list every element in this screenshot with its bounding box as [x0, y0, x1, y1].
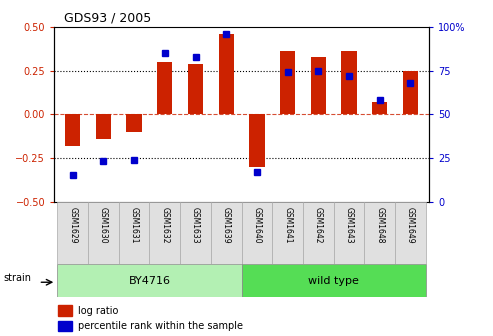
Bar	[180, 202, 211, 264]
Text: GSM1639: GSM1639	[222, 207, 231, 243]
Text: GSM1643: GSM1643	[345, 207, 353, 243]
Bar	[334, 202, 364, 264]
Text: GDS93 / 2005: GDS93 / 2005	[64, 12, 151, 25]
Text: GSM1631: GSM1631	[130, 207, 139, 243]
Bar	[403, 71, 418, 114]
Bar	[218, 34, 234, 114]
Bar	[303, 202, 334, 264]
Bar	[149, 202, 180, 264]
Bar	[88, 202, 119, 264]
Text: percentile rank within the sample: percentile rank within the sample	[78, 321, 243, 331]
Text: GSM1642: GSM1642	[314, 207, 323, 243]
Bar	[188, 64, 203, 114]
Text: GSM1640: GSM1640	[252, 207, 261, 243]
Bar	[119, 202, 149, 264]
Text: log ratio: log ratio	[78, 306, 118, 316]
Bar	[249, 114, 265, 167]
Bar	[157, 62, 173, 114]
Text: GSM1649: GSM1649	[406, 207, 415, 243]
Text: GSM1632: GSM1632	[160, 207, 169, 243]
Bar	[364, 202, 395, 264]
Bar	[280, 51, 295, 114]
Bar	[58, 321, 72, 331]
Bar	[341, 51, 357, 114]
Text: GSM1648: GSM1648	[375, 207, 384, 243]
Bar	[58, 305, 72, 316]
Bar	[57, 264, 242, 297]
Bar	[96, 114, 111, 139]
Text: BY4716: BY4716	[129, 276, 171, 286]
Text: wild type: wild type	[308, 276, 359, 286]
Bar	[65, 114, 80, 146]
Bar	[395, 202, 426, 264]
Text: GSM1641: GSM1641	[283, 207, 292, 243]
Bar	[311, 56, 326, 114]
Bar	[242, 264, 426, 297]
Bar	[242, 202, 272, 264]
Bar	[211, 202, 242, 264]
Text: GSM1629: GSM1629	[68, 207, 77, 243]
Text: GSM1630: GSM1630	[99, 207, 108, 243]
Bar	[57, 202, 88, 264]
Text: strain: strain	[3, 273, 31, 283]
Bar	[272, 202, 303, 264]
Text: GSM1633: GSM1633	[191, 207, 200, 243]
Bar	[126, 114, 142, 132]
Bar	[372, 102, 387, 114]
